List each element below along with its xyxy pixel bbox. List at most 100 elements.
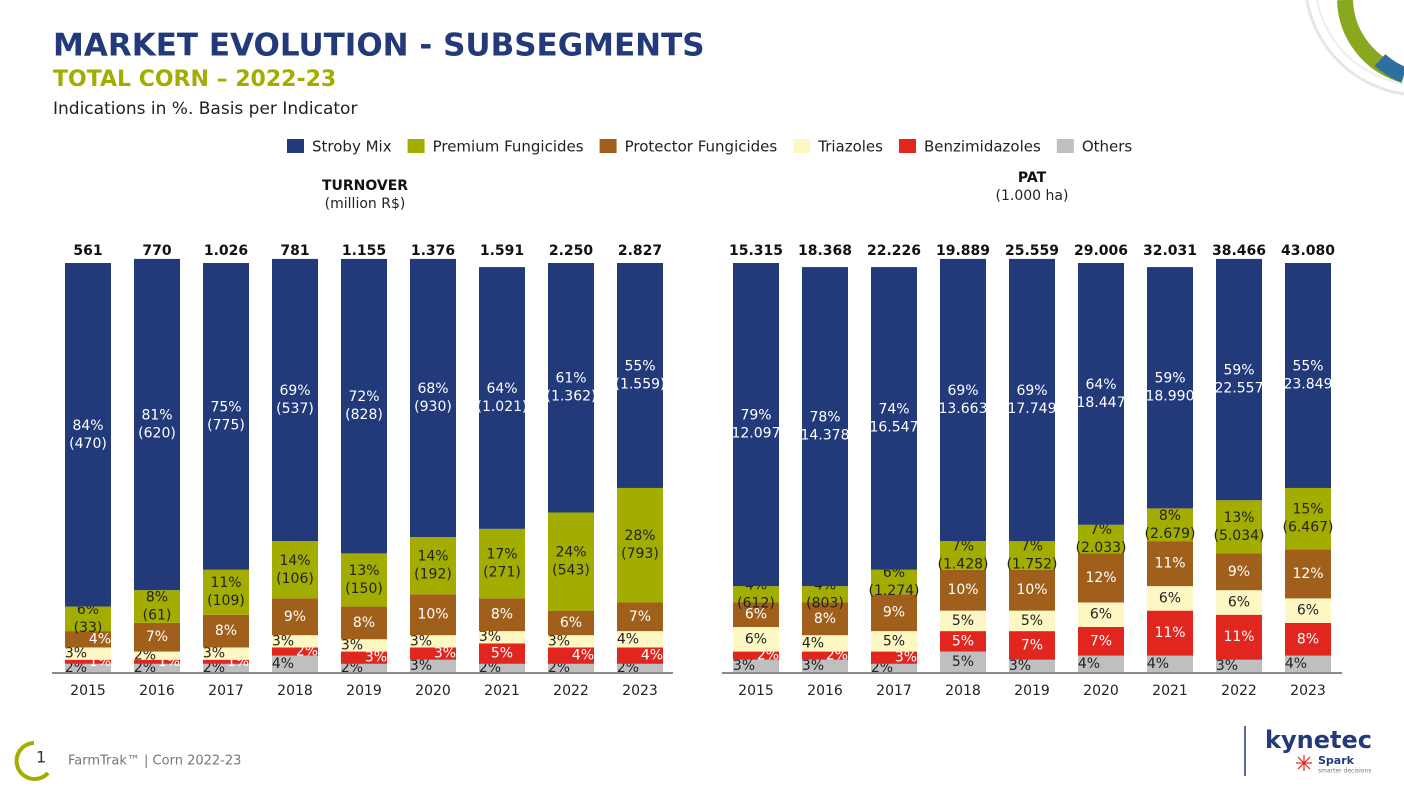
bar-segment [617, 631, 663, 648]
data-detail-label: (150) [345, 581, 383, 597]
data-label: 2% [871, 660, 893, 676]
bar-segment [940, 610, 986, 632]
data-label: 69% [1016, 383, 1047, 399]
data-label: 8% [491, 607, 513, 623]
data-detail-label: (470) [69, 436, 107, 452]
data-label: 24% [555, 545, 586, 561]
total-label: 1.026 [204, 243, 248, 259]
data-label: 5% [883, 633, 905, 649]
legend-label: Premium Fungicides [433, 138, 584, 156]
data-label: 2% [296, 644, 318, 660]
data-label: 75% [210, 399, 241, 415]
data-label: 8% [1297, 631, 1319, 647]
bar-segment [1216, 258, 1262, 501]
data-label: 79% [740, 408, 771, 424]
data-label: 3% [203, 646, 225, 662]
slide-title: MARKET EVOLUTION - SUBSEGMENTS [53, 28, 705, 64]
bar-segment [272, 258, 318, 542]
data-label: 4% [802, 635, 824, 651]
data-label: 12% [1292, 566, 1323, 582]
x-tick-label: 2021 [484, 683, 520, 699]
bar-segment [410, 594, 456, 636]
data-label: 15% [1292, 502, 1323, 518]
data-detail-label: (18.447) [1071, 395, 1131, 411]
data-detail-label: (1.559) [614, 376, 665, 392]
bar-segment [341, 606, 387, 640]
bar-segment [134, 258, 180, 591]
data-label: 14% [417, 549, 448, 565]
bar-segment [134, 659, 180, 664]
data-label: 6% [1090, 607, 1112, 623]
bar-segment [617, 663, 663, 672]
bar-segment [203, 263, 249, 570]
bar-segment [617, 647, 663, 664]
x-tick-label: 2023 [1290, 683, 1326, 699]
data-detail-label: (1.274) [868, 583, 919, 599]
data-label: 2% [341, 660, 363, 676]
bar-segment [410, 647, 456, 660]
bar-segment [1009, 610, 1055, 632]
legend-label: Benzimidazoles [924, 138, 1041, 156]
bar-segment [733, 263, 779, 587]
data-label: 2% [548, 660, 570, 676]
total-label: 32.031 [1143, 243, 1197, 259]
data-label: 6% [1228, 594, 1250, 610]
bar-segment [1009, 659, 1055, 672]
data-label: 55% [624, 358, 655, 374]
bar-segment [1147, 610, 1193, 656]
data-label: 69% [947, 383, 978, 399]
data-label: 10% [947, 582, 978, 598]
data-label: 3% [802, 658, 824, 674]
bar-segment [871, 569, 917, 595]
data-label: 69% [279, 383, 310, 399]
data-label: 7% [146, 629, 168, 645]
data-label: 10% [417, 607, 448, 623]
data-label: 7% [1021, 637, 1043, 653]
bar-segment [871, 267, 917, 570]
total-label: 25.559 [1005, 243, 1059, 259]
data-detail-label: (543) [552, 563, 590, 579]
data-label: 3% [365, 650, 387, 666]
bar-segment [410, 659, 456, 672]
bar-segment [1009, 258, 1055, 542]
data-label: 6% [745, 607, 767, 623]
total-label: 22.226 [867, 243, 921, 259]
legend-swatch [599, 139, 617, 153]
bar-segment [548, 647, 594, 664]
total-label: 15.315 [729, 243, 783, 259]
data-label: 55% [1292, 358, 1323, 374]
data-label: 64% [486, 381, 517, 397]
data-detail-label: (271) [483, 565, 521, 581]
bar-segment [871, 663, 917, 672]
data-label: 28% [624, 528, 655, 544]
total-label: 29.006 [1074, 243, 1128, 259]
chart-title: TURNOVER [322, 178, 408, 194]
data-label: 6% [1159, 590, 1181, 606]
data-label: 7% [1021, 538, 1043, 554]
data-detail-label: (12.097) [726, 426, 786, 442]
data-label: 14% [279, 553, 310, 569]
legend-swatch [287, 139, 304, 153]
x-tick-label: 2021 [1152, 683, 1188, 699]
x-tick-label: 2015 [738, 683, 774, 699]
bar-segment [203, 647, 249, 660]
data-label: 3% [410, 633, 432, 649]
bar-segment [1216, 659, 1262, 672]
bar-segment [479, 267, 525, 529]
bar-segment [203, 569, 249, 615]
total-label: 1.155 [342, 243, 386, 259]
x-tick-label: 2017 [208, 683, 244, 699]
bar-segment [134, 651, 180, 660]
logo-product: Spark [1318, 754, 1355, 767]
bar-segment [1216, 500, 1262, 554]
data-label: 2% [479, 660, 501, 676]
total-label: 1.376 [411, 243, 455, 259]
bar-segment [65, 647, 111, 660]
total-label: 1.591 [480, 243, 524, 259]
data-label: 17% [486, 547, 517, 563]
data-label: 5% [952, 654, 974, 670]
data-label: 4% [641, 648, 663, 664]
footer-arc [14, 741, 50, 781]
logo-name: kynetec [1265, 726, 1372, 754]
